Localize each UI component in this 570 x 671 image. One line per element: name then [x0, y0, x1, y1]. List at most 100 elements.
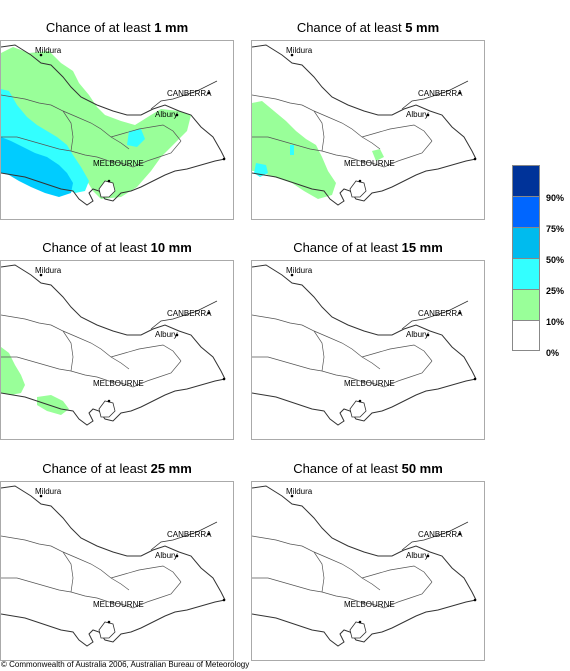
- place-label-melbourne: MELBOURNE: [344, 600, 395, 609]
- map-10mm: Mildura CANBERRA Albury MELBOURNE: [0, 260, 234, 440]
- district-line: [1, 577, 72, 593]
- district-line: [70, 591, 134, 609]
- city-marker: [358, 620, 362, 624]
- place-label-mildura: Mildura: [286, 266, 313, 275]
- district-line: [1, 535, 74, 593]
- district-line: [361, 124, 433, 142]
- city-marker: [107, 399, 111, 403]
- probability-region: [1, 47, 191, 199]
- city-marker: [358, 399, 362, 403]
- legend-swatch-25: [512, 258, 540, 289]
- place-label-mildura: Mildura: [35, 266, 62, 275]
- panel-title-25mm: Chance of at least 25 mm: [42, 461, 192, 476]
- border-line: [1, 378, 226, 426]
- district-line: [313, 330, 381, 370]
- district-line: [70, 370, 134, 388]
- border-line: [252, 264, 477, 380]
- city-marker: [358, 179, 362, 183]
- border-line: [252, 378, 477, 426]
- city-marker: [175, 554, 179, 558]
- district-line: [383, 581, 433, 609]
- gabo-marker: [473, 598, 477, 602]
- place-label-melbourne: MELBOURNE: [344, 379, 395, 388]
- city-marker: [426, 113, 430, 117]
- panel-title-5mm: Chance of at least 5 mm: [296, 20, 440, 35]
- district-line: [321, 150, 385, 168]
- city-marker: [107, 620, 111, 624]
- place-label-melbourne: MELBOURNE: [344, 159, 395, 168]
- district-line: [132, 581, 182, 609]
- border-line: [1, 158, 226, 206]
- district-line: [62, 330, 130, 370]
- border-line: [1, 599, 226, 647]
- city-marker: [426, 333, 430, 337]
- port-phillip-bay: [98, 180, 116, 198]
- place-label-albury: Albury: [406, 330, 429, 339]
- place-label-canberra: CANBERRA: [418, 530, 463, 539]
- district-line: [110, 344, 182, 362]
- port-phillip-bay: [98, 400, 116, 418]
- place-label-canberra: CANBERRA: [418, 309, 463, 318]
- panel-title-50mm: Chance of at least 50 mm: [293, 461, 443, 476]
- border-line: [401, 80, 469, 110]
- district-line: [1, 314, 74, 372]
- map-svg: Mildura CANBERRA Albury MELBOURNE: [1, 485, 226, 647]
- border-line: [1, 485, 226, 601]
- city-marker: [39, 53, 43, 57]
- legend-label-25: 25%: [546, 286, 565, 296]
- map-svg: Mildura CANBERRA Albury MELBOURNE: [252, 485, 477, 647]
- gabo-marker: [222, 598, 226, 602]
- border-line: [252, 44, 477, 160]
- gabo-marker: [222, 157, 226, 161]
- district-line: [252, 314, 325, 372]
- city-marker: [458, 311, 462, 315]
- city-marker: [290, 494, 294, 498]
- legend-swatch-75: [512, 196, 540, 227]
- place-label-albury: Albury: [406, 551, 429, 560]
- legend-label-50: 50%: [546, 255, 565, 265]
- probability-region: [1, 347, 25, 395]
- place-label-canberra: CANBERRA: [167, 89, 212, 98]
- port-phillip-bay: [349, 180, 367, 198]
- place-label-melbourne: MELBOURNE: [93, 379, 144, 388]
- legend-label-75: 75%: [546, 224, 565, 234]
- border-line: [150, 521, 218, 551]
- district-line: [62, 110, 130, 150]
- place-label-albury: Albury: [155, 551, 178, 560]
- district-line: [132, 140, 182, 168]
- place-label-mildura: Mildura: [35, 46, 62, 55]
- district-line: [110, 124, 182, 142]
- district-line: [252, 356, 323, 372]
- district-line: [70, 150, 134, 168]
- legend-swatch-10: [512, 289, 540, 320]
- district-line: [110, 565, 182, 583]
- place-label-mildura: Mildura: [286, 46, 313, 55]
- district-line: [1, 136, 72, 152]
- legend-label-90: 90%: [546, 193, 565, 203]
- port-phillip-bay: [98, 621, 116, 639]
- district-line: [383, 360, 433, 388]
- district-line: [62, 551, 130, 591]
- city-marker: [39, 494, 43, 498]
- map-svg: Mildura CANBERRA Albury MELBOURNE: [252, 44, 477, 206]
- copyright-notice: © Commonwealth of Australia 2006, Austra…: [1, 660, 250, 669]
- city-marker: [426, 554, 430, 558]
- district-line: [252, 577, 323, 593]
- probability-region: [37, 395, 69, 415]
- map-15mm: Mildura CANBERRA Albury MELBOURNE: [251, 260, 485, 440]
- place-label-albury: Albury: [155, 110, 178, 119]
- border-line: [252, 485, 477, 601]
- panel-title-10mm: Chance of at least 10 mm: [42, 240, 192, 255]
- legend-label-10: 10%: [546, 317, 565, 327]
- legend-swatch-50: [512, 227, 540, 258]
- city-marker: [175, 113, 179, 117]
- city-marker: [207, 532, 211, 536]
- probability-region: [127, 129, 145, 147]
- city-marker: [39, 273, 43, 277]
- district-line: [252, 136, 323, 152]
- gabo-marker: [473, 377, 477, 381]
- place-label-mildura: Mildura: [35, 487, 62, 496]
- district-line: [321, 591, 385, 609]
- district-line: [1, 356, 72, 372]
- place-label-canberra: CANBERRA: [167, 530, 212, 539]
